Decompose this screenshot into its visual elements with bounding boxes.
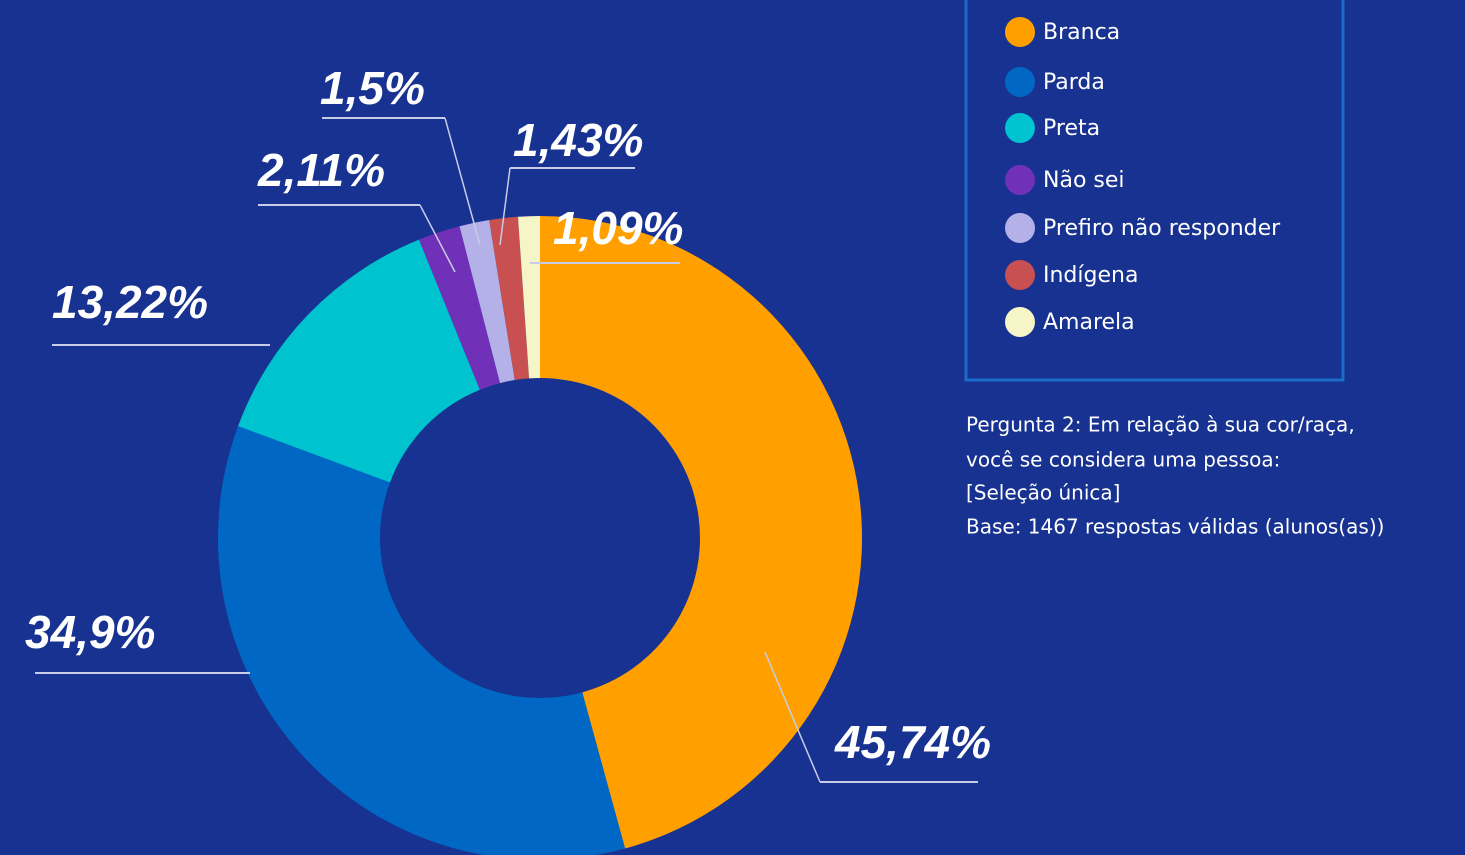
legend-swatch bbox=[1005, 165, 1035, 195]
slice bbox=[517, 216, 540, 379]
legend-swatch bbox=[1005, 213, 1035, 243]
note-line: você se considera uma pessoa: bbox=[966, 448, 1280, 472]
legend-label: Preta bbox=[1043, 116, 1100, 141]
note-line: [Seleção única] bbox=[966, 481, 1120, 505]
legend-swatch bbox=[1005, 307, 1035, 337]
value-label: 1,5% bbox=[320, 62, 425, 114]
value-label: 13,22% bbox=[52, 276, 208, 328]
note-line: Pergunta 2: Em relação à sua cor/raça, bbox=[966, 413, 1355, 437]
leader-line bbox=[419, 204, 456, 273]
slice bbox=[419, 226, 501, 390]
leader-line bbox=[444, 117, 481, 246]
legend-swatch bbox=[1005, 260, 1035, 290]
leader-line bbox=[764, 651, 821, 783]
value-label: 1,09% bbox=[553, 202, 683, 254]
legend-label: Parda bbox=[1043, 70, 1105, 95]
value-label: 2,11% bbox=[257, 144, 385, 196]
slice bbox=[489, 216, 530, 381]
legend-swatch bbox=[1005, 113, 1035, 143]
leader-line bbox=[499, 167, 511, 246]
slice bbox=[238, 239, 480, 483]
value-label: 1,43% bbox=[513, 114, 643, 166]
value-label: 34,9% bbox=[25, 606, 155, 658]
note-line: Base: 1467 respostas válidas (alunos(as)… bbox=[966, 515, 1384, 539]
legend-label: Branca bbox=[1043, 20, 1120, 45]
slice bbox=[459, 220, 515, 384]
legend-label: Prefiro não responder bbox=[1043, 216, 1281, 241]
legend-swatch bbox=[1005, 17, 1035, 47]
legend-label: Não sei bbox=[1043, 168, 1125, 193]
legend-swatch bbox=[1005, 67, 1035, 97]
value-label: 45,74% bbox=[834, 716, 991, 768]
legend-box bbox=[964, 0, 1345, 382]
legend-label: Indígena bbox=[1043, 263, 1138, 288]
slice bbox=[218, 426, 626, 855]
legend-label: Amarela bbox=[1043, 310, 1135, 335]
